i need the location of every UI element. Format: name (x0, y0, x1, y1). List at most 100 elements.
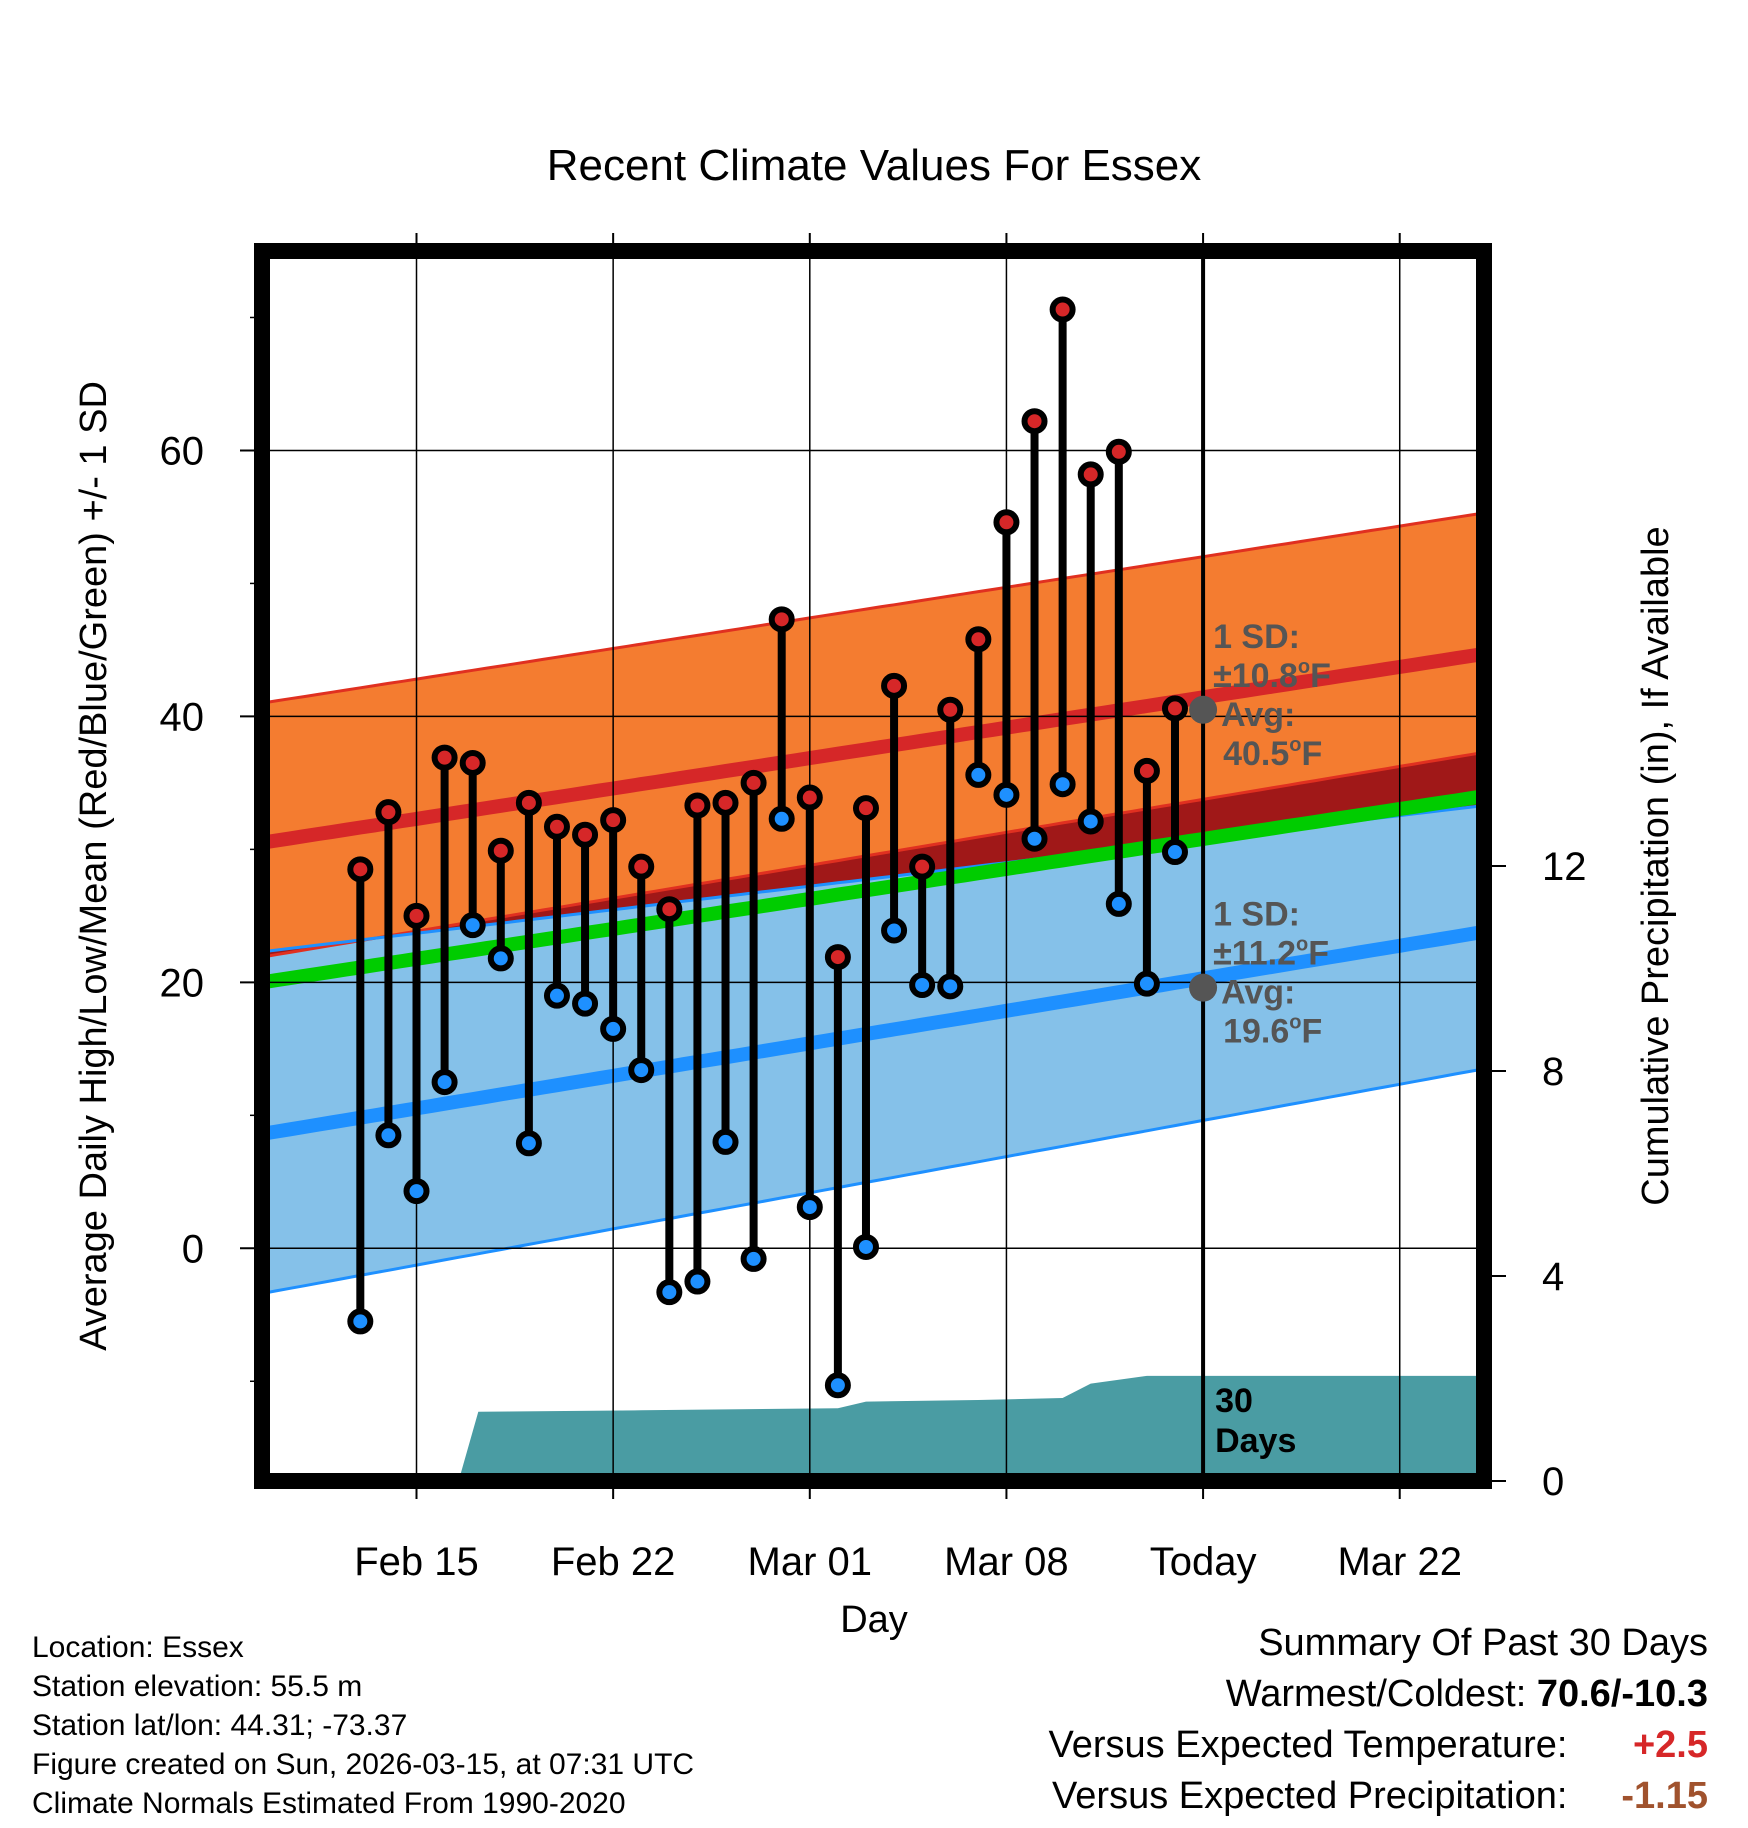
high-sd-band (262, 513, 1484, 958)
right-tick-label: 8 (1542, 1050, 1564, 1094)
daily-low-marker (600, 1015, 627, 1042)
precip-row: Versus Expected Precipitation: -1.15 (1049, 1771, 1708, 1822)
low-sd-value: ±11.2oF (1213, 934, 1329, 973)
daily-low-marker (881, 917, 908, 944)
temp-value: +2.5 (1632, 1724, 1708, 1766)
daily-high-marker (852, 795, 879, 822)
daily-high-marker (431, 744, 458, 771)
high-avg-label: Avg: (1221, 696, 1295, 734)
daily-low-marker (1077, 808, 1104, 835)
station-info: Location: Essex Station elevation: 55.5 … (32, 1628, 694, 1823)
daily-low-marker (712, 1128, 739, 1155)
daily-high-marker (937, 696, 964, 723)
precip-area (458, 1375, 1484, 1481)
high-avg-dot (1189, 695, 1218, 724)
daily-high-marker (1105, 438, 1132, 465)
daily-low-marker (993, 781, 1020, 808)
daily-high-marker (1077, 461, 1104, 488)
daily-low-marker (684, 1268, 711, 1295)
low-avg-value: 19.6oF (1223, 1012, 1322, 1051)
daily-low-marker (768, 805, 795, 832)
daily-high-marker (403, 902, 430, 929)
low-mean-line (262, 924, 1484, 1141)
chart-title: Recent Climate Values For Essex (547, 141, 1202, 190)
daily-low-marker (375, 1122, 402, 1149)
daily-high-marker (1133, 757, 1160, 784)
daily-high-marker (796, 784, 823, 811)
left-tick-label: 20 (160, 961, 205, 1005)
daily-low-marker (965, 761, 992, 788)
created-text: Figure created on Sun, 2026-03-15, at 07… (32, 1748, 695, 1781)
daily-low-marker (543, 982, 570, 1009)
low-sd-label: 1 SD: (1213, 896, 1300, 934)
high-sd-upper-edge (262, 511, 1484, 705)
daily-mean-line (262, 789, 1484, 990)
right-axis-label: Cumulative Precipitation (in), If Availa… (1635, 526, 1677, 1205)
x-tick-label: Today (1150, 1540, 1257, 1584)
daily-high-marker (487, 837, 514, 864)
low-sd-lower-edge (262, 1067, 1484, 1295)
daily-high-marker (515, 789, 542, 816)
left-axis-label: Average Daily High/Low/Mean (Red/Blue/Gr… (73, 381, 115, 1351)
daily-high-marker (572, 821, 599, 848)
high-sd-label: 1 SD: (1213, 618, 1300, 656)
temp-label: Versus Expected Temperature: (1048, 1724, 1568, 1766)
daily-high-marker (740, 769, 767, 796)
daily-low-marker (740, 1245, 767, 1272)
daily-high-marker (600, 807, 627, 834)
left-tick-label: 40 (160, 695, 205, 739)
daily-low-marker (824, 1372, 851, 1399)
right-tick-label: 4 (1542, 1255, 1564, 1299)
daily-high-marker (1161, 695, 1188, 722)
daily-high-marker (1049, 296, 1076, 323)
right-tick-label: 12 (1542, 845, 1587, 889)
daily-high-marker (347, 856, 374, 883)
warmest-value: 70.6/-10.3 (1536, 1673, 1708, 1715)
daily-low-marker (431, 1069, 458, 1096)
elevation-text: Station elevation: 55.5 m (32, 1670, 363, 1703)
precip-value: -1.15 (1621, 1775, 1708, 1817)
daily-low-marker (1105, 890, 1132, 917)
daily-high-marker (965, 626, 992, 653)
warmest-row: Warmest/Coldest: 70.6/-10.3 (1049, 1669, 1708, 1720)
daily-low-marker (459, 912, 486, 939)
daily-low-marker (487, 945, 514, 972)
latlon-text: Station lat/lon: 44.31; -73.37 (32, 1709, 408, 1742)
daily-low-marker (1133, 970, 1160, 997)
high-sd-value: ±10.8oF (1213, 656, 1331, 695)
normals-text: Climate Normals Estimated From 1990-2020 (32, 1787, 626, 1820)
low-avg-label: Avg: (1221, 974, 1295, 1012)
location-text: Location: Essex (32, 1631, 244, 1664)
daily-low-marker (1021, 825, 1048, 852)
daily-low-marker (656, 1279, 683, 1306)
low-sd-band (262, 805, 1484, 1294)
daily-high-marker (1021, 408, 1048, 435)
daily-high-marker (656, 896, 683, 923)
daily-high-marker (712, 789, 739, 816)
left-tick-label: 60 (160, 429, 205, 473)
temp-row: Versus Expected Temperature: +2.5 (1049, 1720, 1708, 1771)
daily-low-marker (1049, 771, 1076, 798)
summary-title: Summary Of Past 30 Days (1258, 1622, 1708, 1664)
right-tick-label: 0 (1542, 1460, 1564, 1504)
daily-high-marker (375, 799, 402, 826)
x-tick-label: Mar 01 (748, 1540, 873, 1584)
high-mean-line (262, 646, 1484, 850)
x-tick-label: Mar 22 (1337, 1540, 1462, 1584)
daily-low-marker (347, 1308, 374, 1335)
daily-low-marker (796, 1194, 823, 1221)
x-axis-label: Day (840, 1599, 908, 1641)
warmest-label: Warmest/Coldest: (1225, 1673, 1527, 1715)
days-count: 30 (1215, 1382, 1253, 1420)
daily-high-marker (543, 813, 570, 840)
daily-high-marker (881, 672, 908, 699)
daily-low-marker (1161, 839, 1188, 866)
daily-high-marker (824, 944, 851, 971)
x-tick-label: Feb 15 (354, 1540, 479, 1584)
daily-high-marker (628, 853, 655, 880)
daily-high-marker (459, 749, 486, 776)
daily-low-marker (403, 1178, 430, 1205)
x-tick-label: Feb 22 (551, 1540, 676, 1584)
daily-low-marker (909, 972, 936, 999)
